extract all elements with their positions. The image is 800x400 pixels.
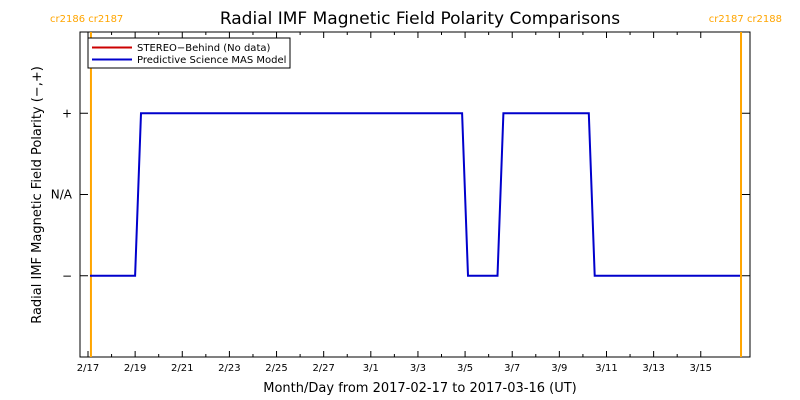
x-tick-label: 3/1 bbox=[363, 363, 379, 374]
axis-ticks bbox=[80, 32, 750, 357]
x-tick-label: 2/23 bbox=[218, 363, 240, 374]
x-tick-label: 3/11 bbox=[595, 363, 617, 374]
x-tick-label: 2/27 bbox=[312, 363, 334, 374]
plot-frame bbox=[79, 31, 751, 358]
x-tick-labels: 2/17 2/19 2/21 2/23 2/25 2/27 3/1 3/3 3/5 3/7 3/9 3… bbox=[77, 363, 712, 374]
x-tick-label: 2/25 bbox=[265, 363, 287, 374]
rotation-label-left: cr2186 cr2187 bbox=[50, 14, 123, 25]
legend-label-stereo: STEREO−Behind (No data) bbox=[137, 43, 270, 54]
y-tick-label: + bbox=[62, 106, 72, 120]
x-tick-label: 2/21 bbox=[171, 363, 193, 374]
legend-box bbox=[87, 37, 291, 69]
chart-title: Radial IMF Magnetic Field Polarity Compa… bbox=[220, 9, 620, 29]
rotation-markers bbox=[89, 32, 743, 357]
y-tick-label: N/A bbox=[51, 188, 73, 202]
y-tick-label: − bbox=[62, 269, 72, 283]
legend: STEREO−Behind (No data) Predictive Scien… bbox=[87, 37, 291, 69]
x-axis-title: Month/Day from 2017-02-17 to 2017-03-16 … bbox=[263, 381, 576, 396]
y-axis-title: Radial IMF Magnetic Field Polarity (−,+) bbox=[30, 66, 45, 324]
x-tick-label: 3/15 bbox=[690, 363, 712, 374]
x-tick-label: 3/5 bbox=[457, 363, 473, 374]
series-line-mas bbox=[90, 112, 740, 277]
x-tick-label: 2/17 bbox=[77, 363, 99, 374]
legend-label-mas: Predictive Science MAS Model bbox=[137, 55, 286, 66]
x-tick-label: 3/3 bbox=[410, 363, 426, 374]
x-tick-label: 3/7 bbox=[504, 363, 520, 374]
x-tick-label: 3/9 bbox=[551, 363, 567, 374]
x-tick-label: 2/19 bbox=[124, 363, 146, 374]
y-tick-labels: + N/A − bbox=[51, 106, 73, 283]
series-lines bbox=[90, 112, 740, 277]
rotation-label-right: cr2187 cr2188 bbox=[709, 14, 782, 25]
x-tick-label: 3/13 bbox=[642, 363, 664, 374]
